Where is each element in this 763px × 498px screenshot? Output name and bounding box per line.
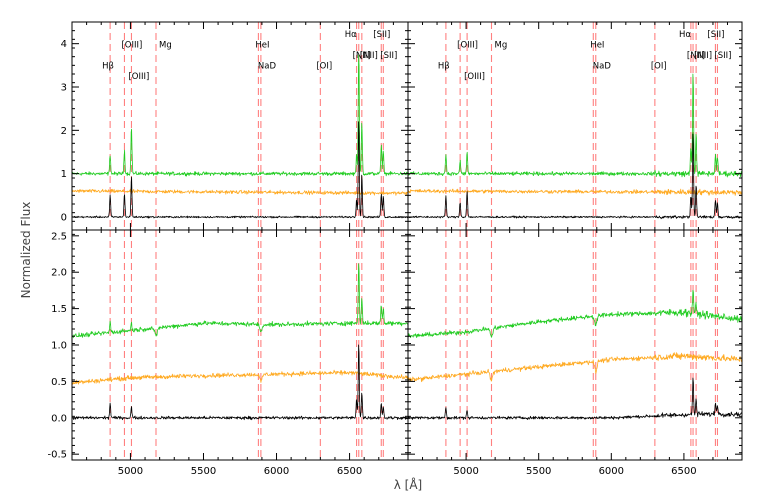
line-label-5175: Mg — [495, 41, 508, 51]
line-label-5175: Mg — [159, 41, 172, 51]
y-tick-label: 1.0 — [51, 341, 67, 352]
series-black-bottom-right — [408, 377, 742, 420]
series-green-bottom-left — [72, 263, 408, 339]
x-tick-label: 5500 — [526, 466, 551, 477]
y-axis-label: Normalized Flux — [19, 202, 33, 299]
line-label-5893: NaD — [258, 62, 277, 72]
line-label-6563: Hα — [345, 30, 357, 40]
y-tick-label: 2 — [61, 126, 67, 137]
y-tick-label: -0.5 — [47, 450, 67, 461]
series-orange-top-left — [72, 188, 408, 196]
line-label-5007: [OIII] — [464, 72, 485, 82]
panel-grid: 0 1 2 3 4 Hβ [OIII] [OIII] Mg HeI NaD [OI] [NII] Hα [N… — [47, 21, 743, 477]
line-label-4861: Hβ — [102, 62, 114, 72]
x-tick-label: 5000 — [118, 466, 143, 477]
series-black-top-right — [408, 133, 742, 220]
line-label-6563: Hα — [679, 30, 691, 40]
y-tick-label: 4 — [61, 39, 67, 50]
line-label-6584: [NII] — [694, 51, 712, 61]
line-label-5007: [OIII] — [128, 72, 149, 82]
line-label-4861: Hβ — [438, 62, 450, 72]
line-label-6548: [NII] — [687, 51, 705, 61]
line-label-5876: HeI — [590, 41, 604, 51]
x-tick-label: 5000 — [453, 466, 478, 477]
x-tick-label: 6000 — [599, 466, 624, 477]
series-orange-top-right — [408, 188, 742, 196]
line-label-6731: [SII] — [380, 51, 397, 61]
series-green-bottom-right — [408, 289, 742, 339]
y-tick-label: 1.5 — [51, 304, 67, 315]
line-label-5893: NaD — [593, 62, 612, 72]
line-label-6717: [SII] — [373, 30, 390, 40]
y-tick-label: 0 — [61, 213, 67, 224]
line-label-6300: [OI] — [316, 62, 332, 72]
series-orange-bottom-left — [72, 369, 408, 385]
series-green-top-right — [408, 73, 742, 178]
panel-frame — [71, 229, 409, 461]
series-orange-bottom-right — [408, 352, 742, 383]
panel-bottom-left: -0.5 0.0 0.5 1.0 1.5 2.0 2.5 5000 5500 6000 6500 — [47, 229, 409, 477]
y-tick-label: 0.0 — [51, 413, 67, 424]
y-tick-label: 1 — [61, 169, 67, 180]
line-label-6731: [SII] — [714, 51, 731, 61]
y-tick-label: 3 — [61, 83, 67, 94]
x-tick-label: 6500 — [671, 466, 696, 477]
x-axis-label: λ [Å] — [394, 477, 423, 492]
x-tick-label: 5500 — [191, 466, 216, 477]
panel-top-left: 0 1 2 3 4 Hβ [OIII] [OIII] Mg HeI NaD [OI] [NII] Hα [N… — [61, 21, 409, 231]
line-label-4959: [OIII] — [121, 41, 142, 51]
line-label-6548: [NII] — [353, 51, 371, 61]
y-tick-label: 2.0 — [51, 268, 67, 279]
x-tick-label: 6000 — [264, 466, 289, 477]
series-black-top-left — [72, 121, 408, 219]
line-label-4959: [OIII] — [457, 41, 478, 51]
line-label-6717: [SII] — [707, 30, 724, 40]
line-label-6584: [NII] — [360, 51, 378, 61]
line-label-5876: HeI — [255, 41, 269, 51]
x-tick-label: 6500 — [337, 466, 362, 477]
panel-bottom-right: 5000 5500 6000 6500 — [407, 229, 743, 477]
panel-frame — [407, 229, 743, 461]
line-label-6300: [OI] — [651, 62, 667, 72]
y-tick-label: 2.5 — [51, 231, 67, 242]
series-black-bottom-left — [72, 344, 408, 421]
y-tick-label: 0.5 — [51, 377, 67, 388]
series-green-top-left — [72, 54, 408, 177]
